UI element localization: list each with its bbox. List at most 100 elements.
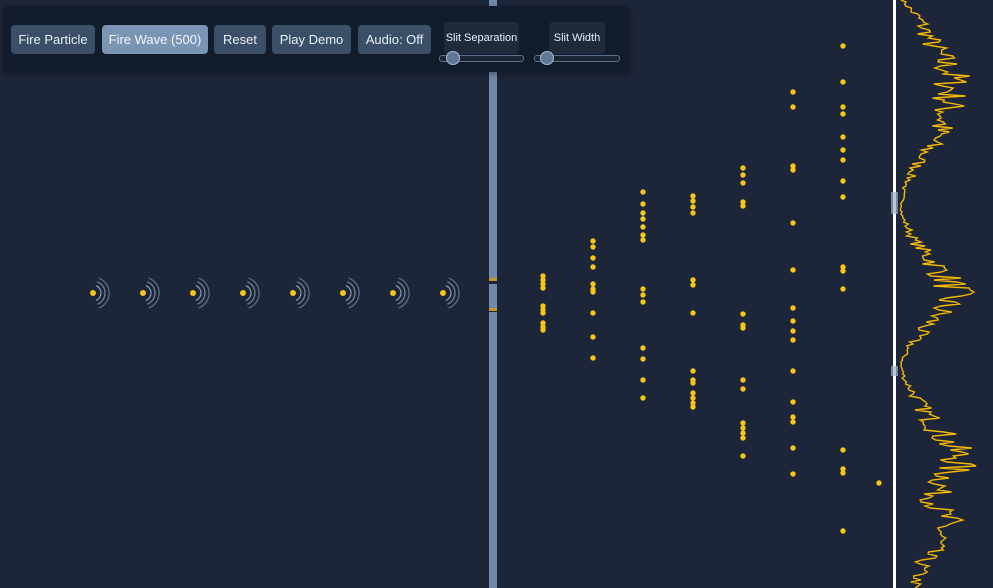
- particle-dot: [740, 311, 746, 317]
- wave-ring: [448, 277, 460, 309]
- wave-ring: [398, 277, 410, 309]
- particle-dot: [590, 355, 596, 361]
- particle-dot: [840, 134, 846, 140]
- particle-dot: [790, 445, 796, 451]
- particle-dot: [740, 377, 746, 383]
- particle-dot: [590, 244, 596, 250]
- control-toolbar: Fire Particle Fire Wave (500) Reset Play…: [3, 6, 630, 72]
- particle-dot: [790, 318, 796, 324]
- particle-dot: [790, 167, 796, 173]
- screen-marker: [891, 366, 898, 376]
- particle-dot: [590, 334, 596, 340]
- particle-dot: [540, 273, 546, 279]
- wave-ring: [248, 277, 260, 309]
- fire-wave-button[interactable]: Fire Wave (500): [102, 25, 208, 54]
- particle-dot: [590, 238, 596, 244]
- particle-dot: [790, 220, 796, 226]
- wave-ring: [198, 277, 210, 309]
- particle-dot: [640, 210, 646, 216]
- particle-dot: [640, 224, 646, 230]
- particle-dot: [590, 255, 596, 261]
- particle-dot: [540, 320, 546, 326]
- wave-ring: [148, 277, 160, 309]
- wave-ring: [97, 281, 106, 305]
- particle-dot: [840, 470, 846, 476]
- particle-dot: [540, 310, 546, 316]
- wave-particle: [390, 290, 396, 296]
- particle-dot: [640, 201, 646, 207]
- particle-dot: [840, 447, 846, 453]
- barrier-top: [489, 0, 497, 278]
- particle-dot: [640, 189, 646, 195]
- audio-toggle-button[interactable]: Audio: Off: [358, 25, 431, 54]
- particle-dot: [790, 399, 796, 405]
- particle-dot: [840, 268, 846, 274]
- wave-particle: [290, 290, 296, 296]
- wave-ring: [347, 281, 356, 305]
- slit-top-edge: [489, 278, 497, 281]
- particle-dot: [790, 368, 796, 374]
- wave-particle: [90, 290, 96, 296]
- slit-separation-track: [439, 55, 524, 62]
- particle-dot: [640, 345, 646, 351]
- particle-dot: [640, 237, 646, 243]
- fire-particle-button[interactable]: Fire Particle: [11, 25, 95, 54]
- particle-dot: [840, 466, 846, 472]
- particle-dot: [690, 395, 696, 401]
- wave-particle: [340, 290, 346, 296]
- particle-dot: [540, 277, 546, 283]
- slit-separation-slider[interactable]: [439, 51, 524, 65]
- particle-dot: [740, 435, 746, 441]
- particle-dot: [740, 453, 746, 459]
- particle-dot: [690, 404, 696, 410]
- particle-dot: [740, 203, 746, 209]
- particle-dot: [690, 400, 696, 406]
- particle-dot: [840, 43, 846, 49]
- wave-ring: [298, 277, 310, 309]
- slit-bottom-edge: [489, 308, 497, 311]
- particle-dot: [640, 299, 646, 305]
- particle-dot: [590, 289, 596, 295]
- particle-dot: [540, 281, 546, 287]
- wave-ring: [95, 284, 102, 302]
- reset-button[interactable]: Reset: [214, 25, 266, 54]
- particle-dot: [690, 282, 696, 288]
- slit-width-label: Slit Width: [549, 22, 605, 54]
- particle-dot: [840, 528, 846, 534]
- particle-dot: [690, 193, 696, 199]
- particle-dot: [590, 281, 596, 287]
- wave-particle: [440, 290, 446, 296]
- particle-dot: [840, 104, 846, 110]
- wave-ring: [345, 284, 352, 302]
- wave-ring: [247, 281, 256, 305]
- particle-dot: [840, 194, 846, 200]
- particle-dot: [690, 380, 696, 386]
- slit-width-slider[interactable]: [534, 51, 620, 65]
- interference-histogram: [899, 0, 977, 588]
- particle-dot: [690, 368, 696, 374]
- wave-ring: [447, 281, 456, 305]
- particle-dot: [790, 305, 796, 311]
- particle-dot: [740, 165, 746, 171]
- wave-ring: [245, 284, 252, 302]
- wave-ring: [395, 284, 402, 302]
- wave-ring: [445, 284, 452, 302]
- particle-dot: [840, 264, 846, 270]
- slit-separation-thumb[interactable]: [446, 51, 461, 65]
- particle-dot: [740, 325, 746, 331]
- wave-ring: [195, 284, 202, 302]
- particle-dot: [540, 285, 546, 291]
- slit-separation-label: Slit Separation: [444, 22, 519, 54]
- particle-dot: [740, 180, 746, 186]
- particle-dot: [590, 264, 596, 270]
- play-demo-button[interactable]: Play Demo: [272, 25, 351, 54]
- screen-marker: [891, 192, 898, 214]
- particle-dot: [840, 157, 846, 163]
- detector-screen: [893, 0, 896, 588]
- particle-dot: [690, 390, 696, 396]
- particle-dot: [540, 303, 546, 309]
- particle-dot: [790, 104, 796, 110]
- slit-width-thumb[interactable]: [539, 51, 554, 65]
- particle-dot: [790, 419, 796, 425]
- particle-dot: [640, 377, 646, 383]
